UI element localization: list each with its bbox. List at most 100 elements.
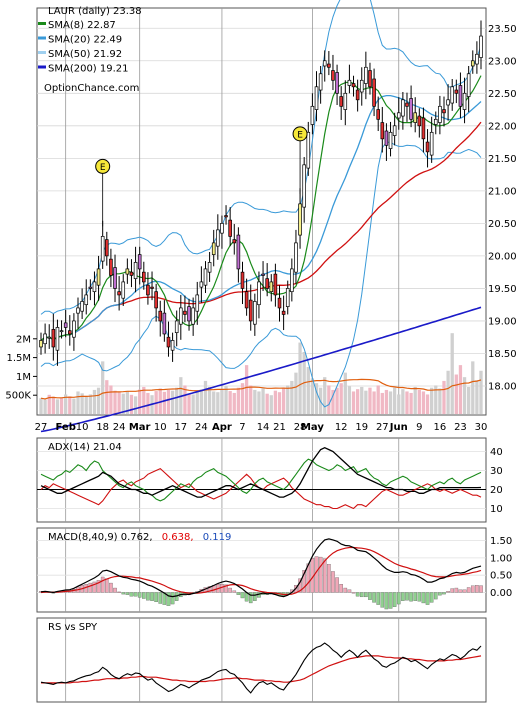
price-tick-label: 21.50 bbox=[488, 154, 517, 165]
volume-bar bbox=[405, 391, 409, 414]
candle-body bbox=[187, 306, 191, 322]
volume-tick-label: 1.5M bbox=[6, 353, 31, 364]
volume-bar bbox=[355, 389, 360, 414]
macd-hist-bar bbox=[438, 592, 442, 596]
macd-hist-bar bbox=[409, 592, 413, 602]
bollinger-upper bbox=[40, 0, 482, 315]
candle-body bbox=[409, 98, 413, 120]
candle-body bbox=[331, 70, 335, 81]
macd-hist-bar bbox=[458, 589, 463, 593]
volume-bar bbox=[138, 389, 142, 414]
volume-bar bbox=[314, 383, 319, 414]
macd-label-main: MACD(8,40,9) 0.762, bbox=[48, 532, 153, 543]
volume-bar bbox=[479, 370, 483, 414]
macd-hist-bar bbox=[470, 585, 475, 593]
macd-hist-bar bbox=[479, 585, 483, 593]
x-tick-label: May bbox=[301, 422, 324, 433]
volume-bar bbox=[109, 385, 113, 414]
volume-bar bbox=[199, 389, 204, 414]
sma20-line bbox=[40, 94, 482, 342]
macd-hist-bar bbox=[113, 587, 117, 593]
x-tick-label: 28 bbox=[294, 422, 307, 433]
macd-hist-bar bbox=[253, 592, 257, 601]
candle-body bbox=[203, 268, 208, 286]
macd-tick-label: 0.00 bbox=[490, 588, 512, 599]
legend-swatch bbox=[38, 51, 46, 54]
price-panel-frame bbox=[36, 7, 487, 416]
volume-bar bbox=[55, 399, 60, 414]
macd-tick-label: 1.50 bbox=[490, 536, 512, 547]
macd-hist-bar bbox=[425, 592, 430, 605]
volume-bar bbox=[306, 367, 310, 414]
macd-hist-bar bbox=[429, 592, 434, 603]
volume-bar bbox=[401, 389, 405, 414]
volume-bar bbox=[212, 391, 216, 414]
candle-body bbox=[396, 112, 401, 119]
candle-body bbox=[401, 99, 405, 117]
candle-body bbox=[55, 327, 60, 351]
candle-body bbox=[154, 291, 158, 309]
volume-bar bbox=[72, 398, 76, 414]
candle-body bbox=[80, 301, 84, 312]
event-markers: EE bbox=[95, 126, 308, 227]
volume-average-line bbox=[40, 378, 482, 400]
volume-bar bbox=[290, 380, 294, 414]
macd-hist-bar bbox=[405, 592, 409, 601]
macd-hist-bar bbox=[207, 586, 212, 593]
volume-bar bbox=[51, 396, 55, 414]
candle-body bbox=[380, 122, 385, 140]
macd-hist-bar bbox=[372, 592, 376, 603]
candle-body bbox=[343, 92, 348, 110]
candle-body bbox=[318, 73, 323, 91]
macd-label-hist: 0.119 bbox=[203, 532, 232, 543]
volume-bar bbox=[113, 390, 117, 414]
x-tick-label: Mar bbox=[129, 422, 151, 433]
macd-label-signal: 0.638, bbox=[162, 532, 194, 543]
volume-bar bbox=[462, 377, 467, 414]
candle-body bbox=[39, 340, 43, 348]
macd-hist-bar bbox=[364, 592, 368, 598]
volume-bar bbox=[68, 396, 72, 414]
volume-bar bbox=[360, 386, 364, 414]
candle-body bbox=[96, 268, 101, 286]
volume-bar bbox=[347, 386, 352, 414]
candle-body bbox=[133, 262, 138, 280]
volume-bar bbox=[364, 390, 368, 414]
volume-bar bbox=[125, 391, 129, 414]
candle-body bbox=[442, 109, 446, 114]
candle-body bbox=[240, 271, 245, 289]
volume-bar bbox=[351, 391, 356, 414]
volume-bar bbox=[438, 388, 442, 414]
macd-tick-label: 0.50 bbox=[490, 571, 512, 582]
candle-body bbox=[137, 254, 142, 270]
volume-bar bbox=[101, 361, 105, 414]
volume-bar bbox=[43, 399, 47, 414]
volume-bar bbox=[450, 333, 454, 414]
volume-bar bbox=[39, 398, 43, 414]
macd-hist-bar bbox=[88, 582, 93, 593]
candle-body bbox=[454, 89, 459, 94]
macd-histogram bbox=[39, 556, 483, 610]
volume-bar bbox=[442, 380, 446, 414]
candle-body bbox=[199, 281, 204, 288]
volume-bar bbox=[467, 386, 471, 414]
candle-body bbox=[335, 72, 339, 94]
macd-hist-bar bbox=[104, 578, 109, 593]
candle-body bbox=[302, 164, 306, 208]
candle-body bbox=[429, 131, 434, 156]
macd-hist-bar bbox=[401, 592, 405, 601]
volume-bar bbox=[117, 392, 121, 414]
volume-bar bbox=[393, 387, 397, 414]
candle-body bbox=[183, 310, 187, 315]
volume-bar bbox=[376, 385, 380, 414]
candle-body bbox=[322, 60, 327, 67]
price-title: LAUR (daily) 23.38 bbox=[48, 6, 142, 17]
candle-body bbox=[121, 281, 126, 299]
x-tick-label: 24 bbox=[195, 422, 208, 433]
x-tick-label: 16 bbox=[434, 422, 447, 433]
candle-body bbox=[158, 310, 163, 322]
volume-bar bbox=[162, 391, 167, 414]
macd-hist-bar bbox=[450, 588, 455, 593]
candle-body bbox=[310, 105, 315, 125]
